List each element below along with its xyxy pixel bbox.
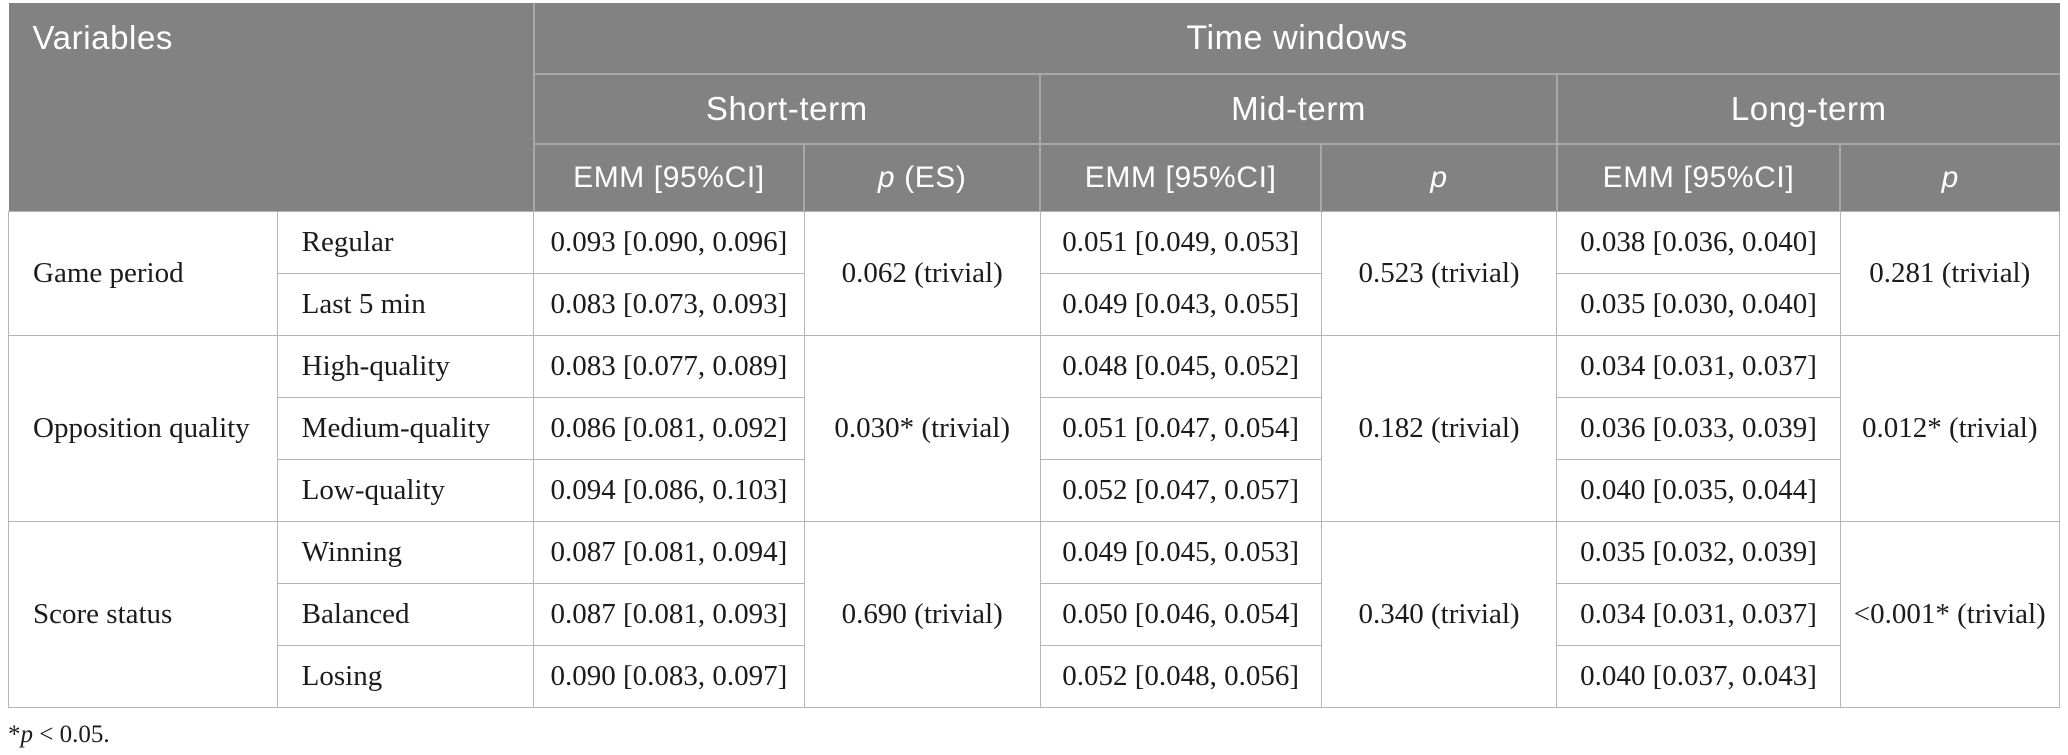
mid-p-header: p — [1320, 143, 1557, 212]
long-term-header: Long-term — [1555, 73, 2060, 144]
long-emm-cell: 0.040 [0.035, 0.044] — [1556, 459, 1841, 522]
long-emm-header: EMM [95%CI] — [1555, 143, 1840, 212]
long-p-cell-game-period: 0.281 (trivial) — [1839, 211, 2060, 336]
time-windows-header: Time windows — [532, 3, 2060, 74]
long-emm-cell: 0.038 [0.036, 0.040] — [1556, 211, 1841, 274]
table-row-opposition-low: Low-quality 0.094 [0.086, 0.103] 0.052 [… — [9, 459, 2060, 522]
long-p-cell-score-status: <0.001* (trivial) — [1839, 521, 2060, 708]
table-body: Game period Regular 0.093 [0.090, 0.096]… — [8, 211, 2060, 708]
variable-cell-game-period: Game period — [8, 211, 278, 336]
table-header: Variables Time windows Short-term Mid-te… — [8, 3, 2060, 212]
mid-emm-cell: 0.051 [0.049, 0.053] — [1039, 211, 1322, 274]
table-row-score-losing: Losing 0.090 [0.083, 0.097] 0.052 [0.048… — [9, 645, 2060, 708]
level-cell-last-5-min: Last 5 min — [276, 273, 535, 336]
level-cell-high-quality: High-quality — [276, 335, 535, 398]
table-row-score-balanced: Balanced 0.087 [0.081, 0.093] 0.050 [0.0… — [9, 583, 2060, 646]
variables-column-header: Variables — [8, 3, 535, 212]
mid-emm-cell: 0.051 [0.047, 0.054] — [1039, 397, 1322, 460]
mid-emm-cell: 0.052 [0.047, 0.057] — [1039, 459, 1322, 522]
p-symbol: p — [20, 721, 34, 748]
mid-p-cell-score-status: 0.340 (trivial) — [1320, 521, 1558, 708]
short-emm-header: EMM [95%CI] — [532, 143, 805, 212]
header-row-top: Variables Time windows — [8, 3, 2060, 212]
variable-cell-score-status: Score status — [8, 521, 278, 708]
short-emm-cell: 0.087 [0.081, 0.093] — [533, 583, 805, 646]
footnote-text: < 0.05. — [33, 721, 110, 748]
table-row-opposition-high: Opposition quality High-quality 0.083 [0… — [8, 335, 2060, 522]
mid-emm-cell: 0.050 [0.046, 0.054] — [1039, 583, 1322, 646]
mid-emm-cell: 0.049 [0.043, 0.055] — [1039, 273, 1322, 336]
short-emm-cell: 0.086 [0.081, 0.092] — [533, 397, 805, 460]
long-p-header: p — [1839, 143, 2060, 212]
long-emm-cell: 0.040 [0.037, 0.043] — [1556, 645, 1841, 708]
level-cell-winning: Winning — [276, 521, 535, 584]
significance-footnote: *p < 0.05. — [8, 721, 2060, 749]
short-emm-cell: 0.094 [0.086, 0.103] — [533, 459, 805, 522]
short-emm-cell: 0.090 [0.083, 0.097] — [533, 645, 805, 708]
short-term-header: Short-term — [532, 73, 1041, 144]
level-cell-medium-quality: Medium-quality — [276, 397, 535, 460]
header-row-terms: Short-term Mid-term Long-term — [9, 73, 2060, 144]
table-row-opposition-medium: Medium-quality 0.086 [0.081, 0.092] 0.05… — [9, 397, 2060, 460]
header-row-measures: EMM [95%CI] p (ES) EMM [95%CI] p EMM [95… — [9, 143, 2060, 212]
short-emm-cell: 0.083 [0.077, 0.089] — [533, 335, 805, 398]
emm-time-windows-table: Variables Time windows Short-term Mid-te… — [8, 3, 2060, 708]
level-cell-low-quality: Low-quality — [276, 459, 535, 522]
short-p-header: p (ES) — [803, 143, 1041, 212]
long-emm-cell: 0.036 [0.033, 0.039] — [1556, 397, 1841, 460]
short-p-cell-game-period: 0.062 (trivial) — [803, 211, 1041, 336]
mid-emm-header: EMM [95%CI] — [1039, 143, 1322, 212]
short-emm-cell: 0.083 [0.073, 0.093] — [533, 273, 805, 336]
level-cell-balanced: Balanced — [276, 583, 535, 646]
p-symbol: p — [1430, 161, 1448, 194]
mid-p-cell-opposition-quality: 0.182 (trivial) — [1320, 335, 1558, 522]
level-cell-regular: Regular — [276, 211, 535, 274]
level-cell-losing: Losing — [276, 645, 535, 708]
p-symbol: p — [877, 161, 896, 194]
p-suffix: (ES) — [895, 161, 967, 194]
short-emm-cell: 0.087 [0.081, 0.094] — [533, 521, 805, 584]
mid-emm-cell: 0.048 [0.045, 0.052] — [1039, 335, 1322, 398]
asterisk-marker: * — [8, 721, 21, 748]
long-emm-cell: 0.035 [0.030, 0.040] — [1556, 273, 1841, 336]
long-emm-cell: 0.034 [0.031, 0.037] — [1556, 335, 1841, 398]
table-row-game-period-regular: Game period Regular 0.093 [0.090, 0.096]… — [8, 211, 2060, 336]
p-symbol: p — [1941, 161, 1959, 194]
short-p-cell-score-status: 0.690 (trivial) — [803, 521, 1041, 708]
mid-emm-cell: 0.049 [0.045, 0.053] — [1039, 521, 1322, 584]
mid-term-header: Mid-term — [1039, 73, 1557, 144]
long-emm-cell: 0.035 [0.032, 0.039] — [1556, 521, 1841, 584]
short-p-cell-opposition-quality: 0.030* (trivial) — [803, 335, 1041, 522]
table-row-score-winning: Score status Winning 0.087 [0.081, 0.094… — [8, 521, 2060, 708]
long-p-cell-opposition-quality: 0.012* (trivial) — [1839, 335, 2060, 522]
mid-emm-cell: 0.052 [0.048, 0.056] — [1039, 645, 1322, 708]
mid-p-cell-game-period: 0.523 (trivial) — [1320, 211, 1558, 336]
variable-cell-opposition-quality: Opposition quality — [8, 335, 278, 522]
short-emm-cell: 0.093 [0.090, 0.096] — [533, 211, 805, 274]
table-row-game-period-last5: Last 5 min 0.083 [0.073, 0.093] 0.049 [0… — [9, 273, 2060, 336]
long-emm-cell: 0.034 [0.031, 0.037] — [1556, 583, 1841, 646]
